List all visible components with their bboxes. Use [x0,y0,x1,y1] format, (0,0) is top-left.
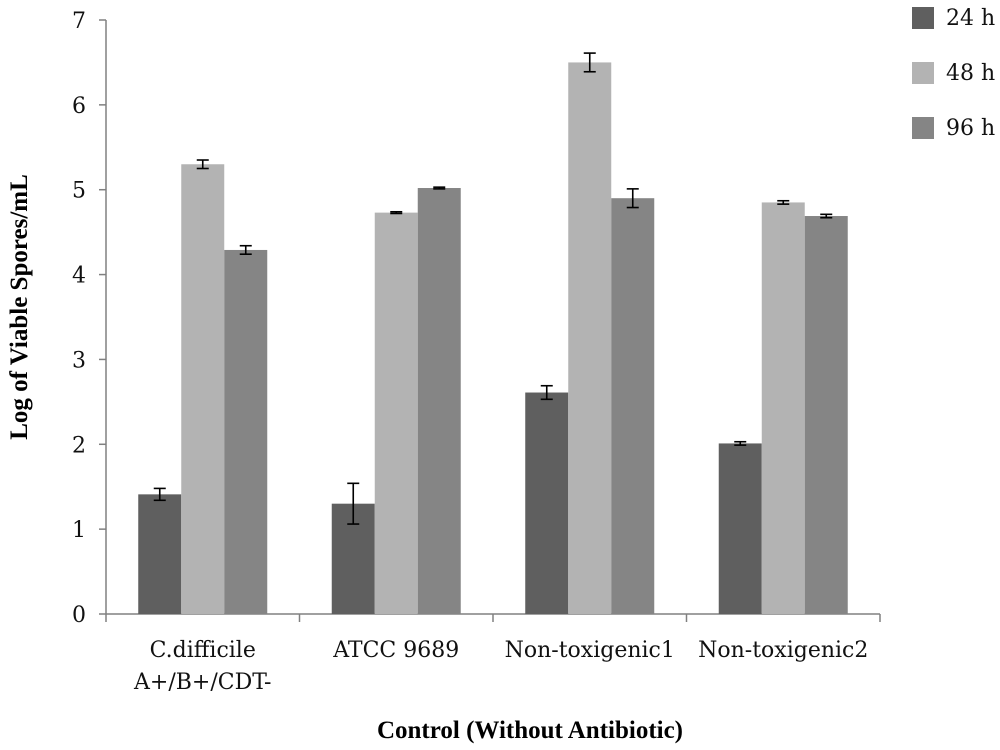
y-tick-labels: 0 1 2 3 4 5 6 7 [72,9,86,628]
x-category-label: Non-toxigenic1 [505,638,675,663]
bar [611,198,655,614]
bar [718,443,762,614]
x-category-label: A+/B+/CDT- [133,670,272,695]
legend-swatch [912,117,934,139]
bars [138,62,848,614]
bar [138,494,182,614]
bar [374,212,418,614]
legend-label: 96 h [946,116,995,141]
y-tick-label: 3 [72,348,86,373]
legend-swatch [912,62,934,84]
bar [761,202,805,614]
y-tick-label: 0 [72,603,86,628]
bar [181,164,225,614]
y-tick-label: 6 [72,94,86,119]
legend-label: 24 h [946,6,995,31]
legend-label: 48 h [946,61,995,86]
legend: 24 h 48 h 96 h [912,6,995,141]
legend-swatch [912,7,934,29]
x-category-label: ATCC 9689 [332,638,459,663]
y-tick-label: 5 [72,179,86,204]
y-tick-label: 1 [72,518,86,543]
bar [417,188,461,614]
x-category-label: Non-toxigenic2 [698,638,868,663]
bar [568,62,612,614]
y-tick-label: 7 [72,9,86,34]
y-tick-label: 4 [72,264,86,289]
y-axis-title: Log of Viable Spores/mL [6,174,33,440]
bar [224,249,268,614]
y-tick-label: 2 [72,433,86,458]
error-bars [153,52,833,525]
bar [804,216,848,614]
x-category-label: C.difficile [150,638,256,663]
x-axis-title: Control (Without Antibiotic) [377,717,683,744]
x-category-labels: C.difficile A+/B+/CDT- ATCC 9689 Non-toxige… [133,638,868,695]
bar [525,392,569,614]
